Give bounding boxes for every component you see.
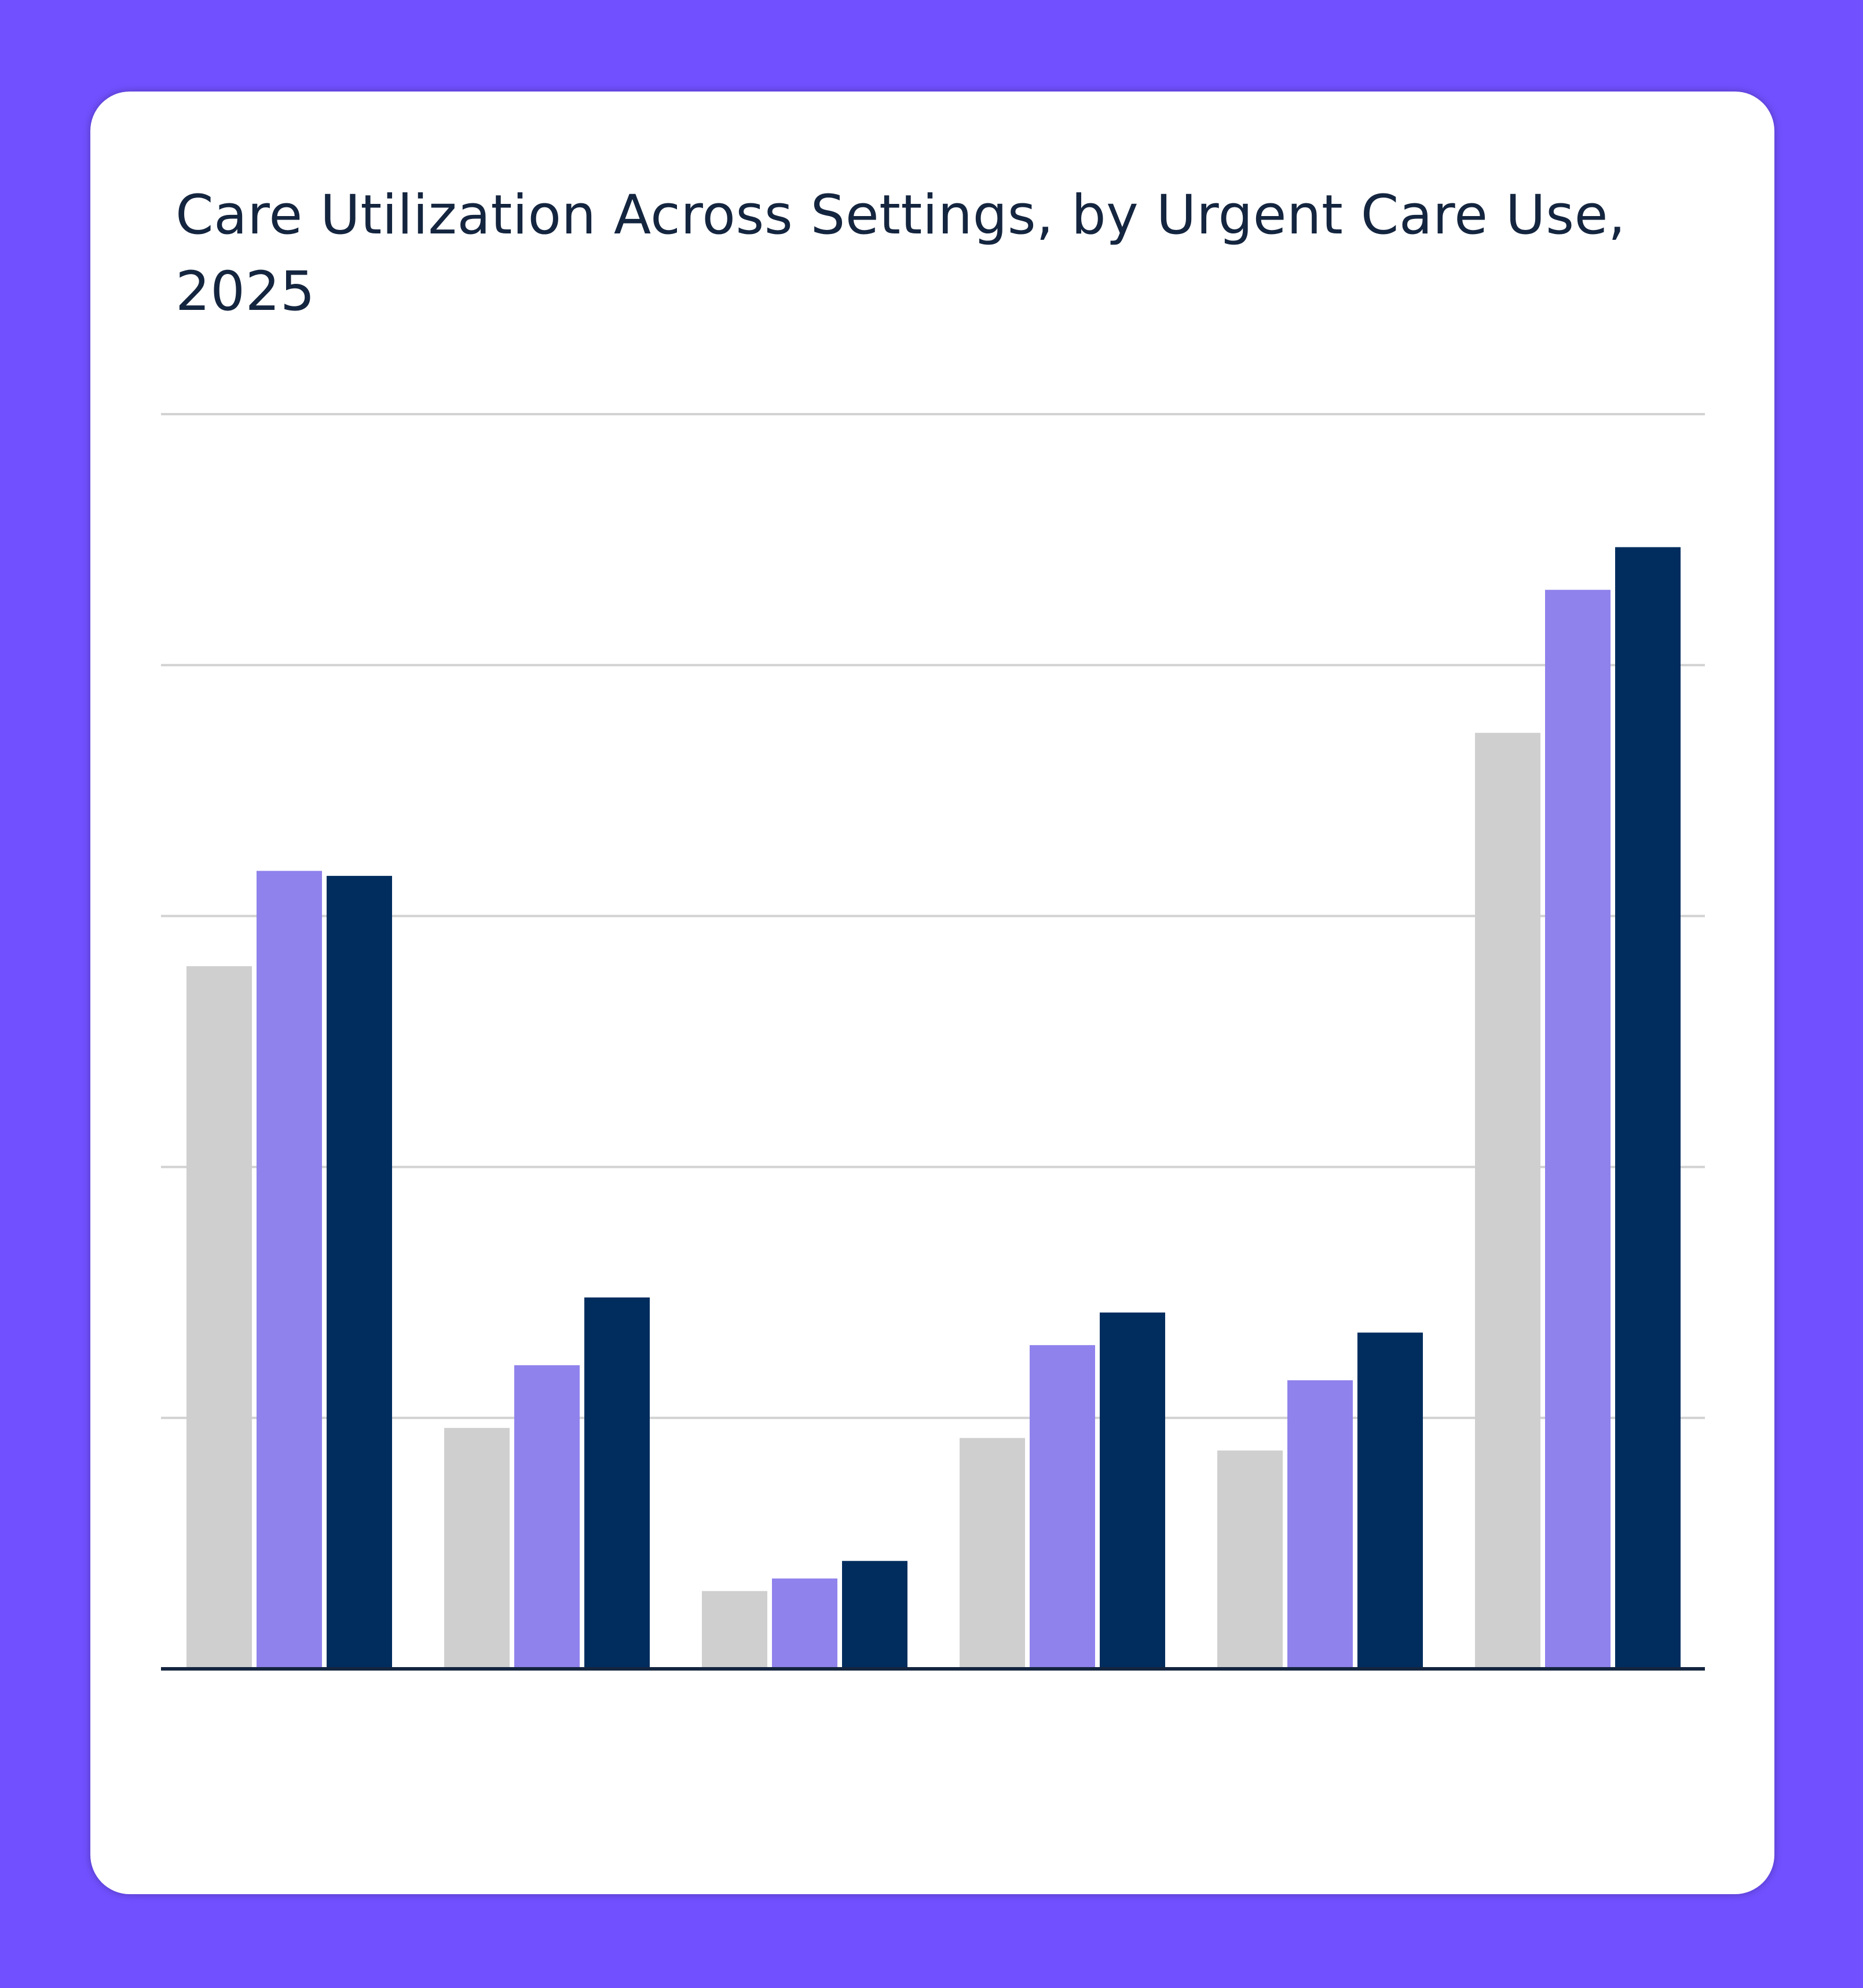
- bar-group-4-series-3: [1100, 1312, 1165, 1669]
- bar-group-1-series-3: [327, 876, 392, 1669]
- bar-group-6-series-1: [1475, 733, 1540, 1669]
- bar-group-1-series-2: [257, 871, 322, 1669]
- bar-group-5-series-2: [1287, 1380, 1353, 1669]
- bar-group-1-series-1: [186, 966, 252, 1669]
- chart-title: Care Utilization Across Settings, by Urg…: [175, 184, 1626, 323]
- bar-group-5-series-1: [1217, 1450, 1283, 1669]
- bar-group-3-series-1: [702, 1591, 767, 1669]
- bar-group-3-series-2: [772, 1578, 837, 1669]
- bar-group-2-series-2: [514, 1365, 580, 1669]
- bar-group-2-series-1: [444, 1428, 510, 1669]
- bar-group-6-series-2: [1545, 590, 1611, 1669]
- bar-group-5-series-3: [1357, 1332, 1423, 1669]
- bar-group-4-series-2: [1030, 1345, 1095, 1669]
- bar-group-4-series-1: [960, 1438, 1025, 1669]
- chart-card: Care Utilization Across Settings, by Urg…: [90, 92, 1774, 1894]
- bar-group-6-series-3: [1615, 547, 1681, 1669]
- bar-group-3-series-3: [842, 1561, 907, 1669]
- bar-chart: [161, 413, 1705, 1671]
- bar-group-2-series-3: [584, 1297, 650, 1669]
